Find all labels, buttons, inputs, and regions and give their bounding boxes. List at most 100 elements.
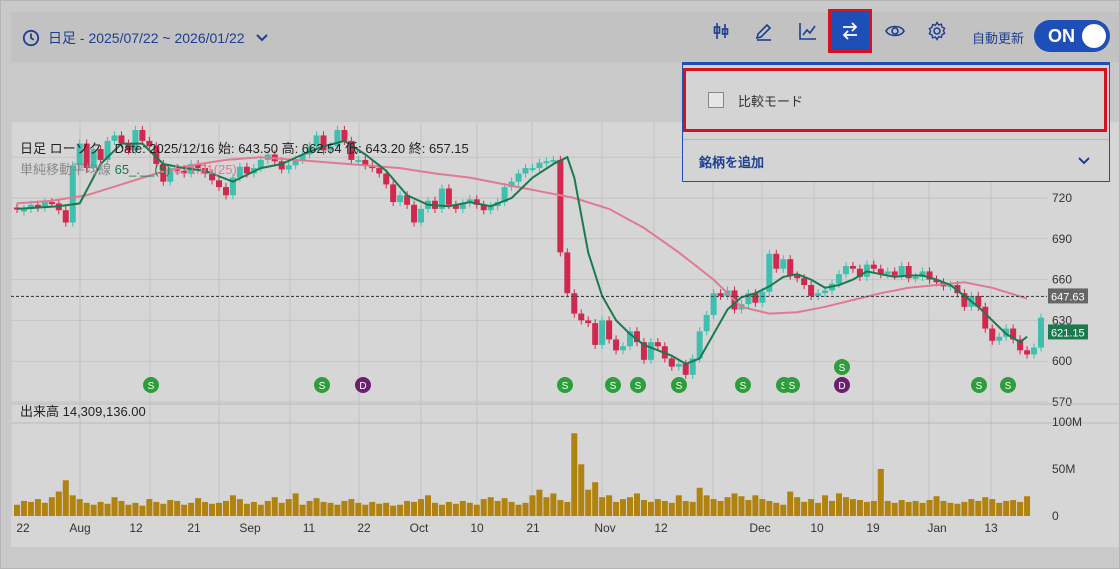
candle-body <box>536 162 543 169</box>
dividend-marker <box>735 377 751 393</box>
candle-body <box>585 320 592 324</box>
candle-body <box>835 274 842 284</box>
candle-body <box>355 159 362 162</box>
price-tick-label: 720 <box>1052 191 1072 205</box>
volume-bar <box>891 502 898 516</box>
candle-body <box>919 271 926 277</box>
auto-update-toggle[interactable]: ON <box>1034 20 1110 52</box>
candle-body <box>320 135 327 151</box>
x-axis-label: Oct <box>410 521 429 535</box>
volume-bar <box>397 504 404 516</box>
volume-bar <box>271 497 278 516</box>
volume-bar <box>188 502 195 516</box>
volume-bar <box>404 500 411 516</box>
volume-bar <box>292 493 299 516</box>
volume-bar <box>849 499 856 516</box>
candle-body <box>522 168 529 174</box>
settings-tool-button[interactable] <box>918 12 956 50</box>
volume-bar <box>104 503 111 516</box>
candlestick-tool-button[interactable] <box>702 12 740 50</box>
volume-bar <box>167 500 174 516</box>
volume-bar <box>613 501 620 516</box>
volume-bar <box>571 433 578 516</box>
volume-bar <box>975 500 982 516</box>
candle-body <box>557 159 564 253</box>
candlestick-icon <box>713 23 729 39</box>
candle-body <box>954 285 961 294</box>
date-range-selector[interactable]: 日足 - 2025/07/22 ~ 2026/01/22 <box>22 26 269 50</box>
candle-body <box>397 195 404 203</box>
volume-bar <box>633 493 640 516</box>
volume-bar <box>418 499 425 516</box>
volume-bar <box>884 500 891 516</box>
volume-bar <box>996 502 1003 516</box>
candle-body <box>703 314 710 332</box>
candle-body <box>376 168 383 174</box>
candle-body <box>445 188 452 205</box>
candle-body <box>654 342 661 347</box>
volume-bar <box>557 500 564 516</box>
visibility-tool-button[interactable] <box>876 12 914 50</box>
candle-body <box>222 187 229 196</box>
candle-body <box>27 204 34 209</box>
volume-bar <box>856 500 863 516</box>
candle-body <box>411 204 418 223</box>
candle-body <box>550 159 557 162</box>
candle-body <box>459 203 466 209</box>
volume-bar <box>341 500 348 516</box>
volume-bar <box>278 502 285 516</box>
chart-panel[interactable]: 750720690660630600570647.63621.15SSDSSSS… <box>10 122 1119 547</box>
candle-body <box>620 346 627 351</box>
x-axis-label: 13 <box>984 521 998 535</box>
volume-bar <box>1024 496 1031 516</box>
volume-bar <box>250 501 257 516</box>
candle-body <box>627 331 634 347</box>
x-axis-label: 12 <box>654 521 668 535</box>
candle-body <box>870 264 877 269</box>
volume-bar <box>877 469 884 516</box>
candle-body <box>898 266 905 276</box>
volume-bar <box>961 501 968 516</box>
volume-bar <box>445 501 452 516</box>
candle-body <box>139 130 146 141</box>
x-axis-label: Nov <box>594 521 615 535</box>
volume-bar <box>494 500 501 516</box>
current-price-label: 647.63 <box>1051 291 1085 303</box>
candle-body <box>682 363 689 375</box>
x-axis-label: Jan <box>927 521 946 535</box>
add-symbol-dropdown[interactable]: 銘柄を追加 <box>683 139 1109 182</box>
compare-mode-option[interactable]: 比較モード <box>683 68 1107 132</box>
volume-bar <box>661 500 668 516</box>
compare-tool-button[interactable] <box>828 9 872 53</box>
volume-bar <box>898 500 905 516</box>
gear-icon <box>928 21 946 41</box>
volume-bar <box>69 495 76 516</box>
sma-short-line <box>16 139 1028 366</box>
volume-bar <box>327 502 334 516</box>
volume-bar <box>515 504 522 516</box>
volume-bar <box>466 502 473 516</box>
x-axis-label: Sep <box>239 521 261 535</box>
draw-tool-button[interactable] <box>745 12 783 50</box>
candle-body <box>982 306 989 329</box>
candle-body <box>195 164 202 169</box>
volume-bar <box>411 501 418 516</box>
compare-mode-checkbox[interactable] <box>708 92 724 108</box>
indicator-tool-button[interactable] <box>789 12 827 50</box>
candle-body <box>599 320 606 345</box>
dividend-marker <box>671 377 687 393</box>
volume-bar <box>125 504 132 516</box>
volume-bar <box>801 501 808 516</box>
candle-body <box>243 166 250 174</box>
x-axis-label: 11 <box>303 521 316 535</box>
candle-body <box>90 149 97 169</box>
volume-bar <box>773 502 780 516</box>
volume-bar <box>299 504 306 516</box>
candle-body <box>808 285 815 296</box>
volume-bar <box>919 502 926 516</box>
volume-bar <box>989 499 996 516</box>
candle-body <box>633 331 640 343</box>
volume-bar <box>487 497 494 516</box>
price-chart[interactable]: 750720690660630600570647.63621.15SSDSSSS… <box>10 122 1119 547</box>
x-axis-label: 19 <box>866 521 880 535</box>
